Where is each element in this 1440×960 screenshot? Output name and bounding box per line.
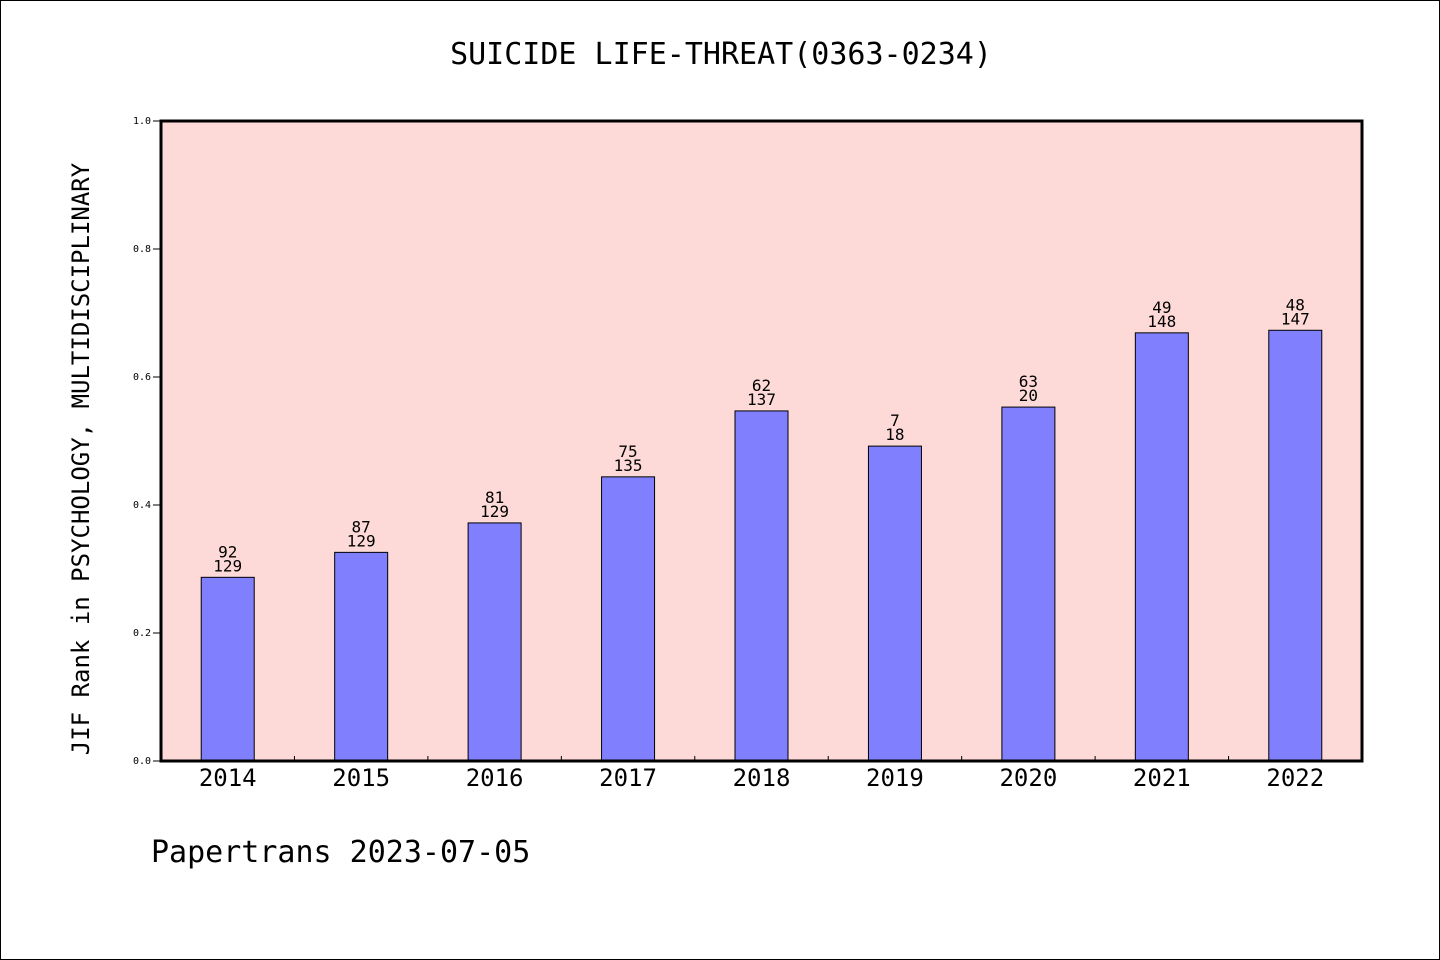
bar-rank-label: 63 bbox=[1019, 372, 1038, 391]
x-tick-label: 2014 bbox=[199, 764, 257, 792]
bar-rank-label: 7 bbox=[890, 411, 900, 430]
bar-total-label: 147 bbox=[1281, 309, 1310, 328]
bar bbox=[334, 551, 389, 762]
bar bbox=[867, 445, 922, 762]
x-tick-label: 2021 bbox=[1133, 764, 1191, 792]
footer-label: Papertrans 2023-07-05 bbox=[151, 835, 531, 870]
plot-border bbox=[159, 119, 1364, 763]
bar-total-label: 20 bbox=[1019, 386, 1038, 405]
x-tick-label: 2019 bbox=[866, 764, 924, 792]
bar-rank-label: 87 bbox=[352, 517, 371, 536]
y-tick-label: 1.0 bbox=[133, 116, 151, 127]
bar bbox=[601, 476, 656, 762]
bar bbox=[734, 410, 789, 762]
bar bbox=[200, 576, 255, 762]
bar-total-label: 148 bbox=[1147, 312, 1176, 331]
chart-title: SUICIDE LIFE-THREAT(0363-0234) bbox=[450, 37, 992, 72]
bar-total-label: 18 bbox=[885, 425, 904, 444]
x-tick-label: 2015 bbox=[332, 764, 390, 792]
bar-rank-label: 49 bbox=[1152, 298, 1171, 317]
bar bbox=[1001, 406, 1056, 762]
bar-rank-label: 81 bbox=[485, 488, 504, 507]
bar-rank-label: 92 bbox=[218, 542, 237, 561]
x-tick-label: 2020 bbox=[999, 764, 1057, 792]
bar-total-label: 135 bbox=[614, 456, 643, 475]
bar-total-label: 129 bbox=[213, 556, 242, 575]
bar-rank-label: 62 bbox=[752, 376, 771, 395]
x-tick-label: 2017 bbox=[599, 764, 657, 792]
x-tick-label: 2018 bbox=[733, 764, 791, 792]
bar bbox=[1268, 329, 1323, 762]
x-tick-label: 2016 bbox=[466, 764, 524, 792]
y-tick-label: 0.2 bbox=[133, 628, 151, 639]
y-tick-label: 0.0 bbox=[133, 756, 151, 767]
bar bbox=[1134, 332, 1189, 762]
x-tick-label: 2022 bbox=[1266, 764, 1324, 792]
bar bbox=[467, 522, 522, 762]
y-tick-label: 0.8 bbox=[133, 244, 151, 255]
bar-rank-label: 75 bbox=[618, 442, 637, 461]
bar-total-label: 137 bbox=[747, 390, 776, 409]
y-tick-label: 0.4 bbox=[133, 500, 151, 511]
y-tick-label: 0.6 bbox=[133, 372, 151, 383]
bar-total-label: 129 bbox=[347, 531, 376, 550]
bar-rank-label: 48 bbox=[1286, 295, 1305, 314]
bar-total-label: 129 bbox=[480, 502, 509, 521]
